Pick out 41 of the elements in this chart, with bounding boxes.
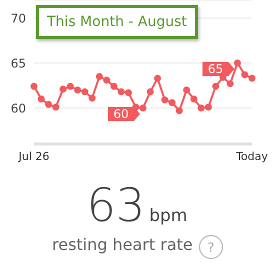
- data-label: 60: [113, 107, 129, 121]
- point: [45, 100, 52, 108]
- text: This Month - August: [36, 5, 198, 39]
- y-tick-label: 60: [10, 101, 26, 116]
- help-icon: ?: [198, 234, 224, 260]
- text: 63: [86, 178, 146, 232]
- point: [168, 99, 176, 106]
- point: [241, 71, 248, 78]
- point: [183, 86, 190, 94]
- point: [198, 104, 205, 112]
- text: bpm: [149, 206, 188, 226]
- point: [161, 96, 168, 104]
- point: [190, 96, 198, 102]
- y-tick-label: 70: [10, 11, 26, 26]
- point: [88, 94, 96, 102]
- point: [38, 96, 45, 102]
- x-tick-label: Jul 26: [18, 150, 50, 163]
- point: [204, 104, 212, 111]
- point: [96, 73, 103, 80]
- point: [110, 82, 118, 90]
- y-tick-label: 65: [10, 56, 26, 70]
- point: [30, 82, 38, 90]
- point: [140, 104, 146, 112]
- point: [66, 82, 74, 90]
- point: [176, 107, 183, 114]
- point: [103, 76, 110, 84]
- point: [234, 60, 241, 66]
- data-label: 65: [208, 62, 224, 76]
- point: [118, 88, 125, 96]
- text: resting heart rate: [52, 235, 193, 254]
- point: [146, 88, 154, 96]
- point: [248, 74, 256, 82]
- point: [154, 74, 162, 82]
- point: [60, 86, 67, 93]
- x-tick-label: Today: [235, 150, 268, 163]
- point: [52, 104, 60, 111]
- point: [212, 82, 220, 90]
- point: [124, 89, 132, 96]
- point: [81, 88, 88, 96]
- point: [74, 86, 82, 94]
- point: [226, 80, 234, 88]
